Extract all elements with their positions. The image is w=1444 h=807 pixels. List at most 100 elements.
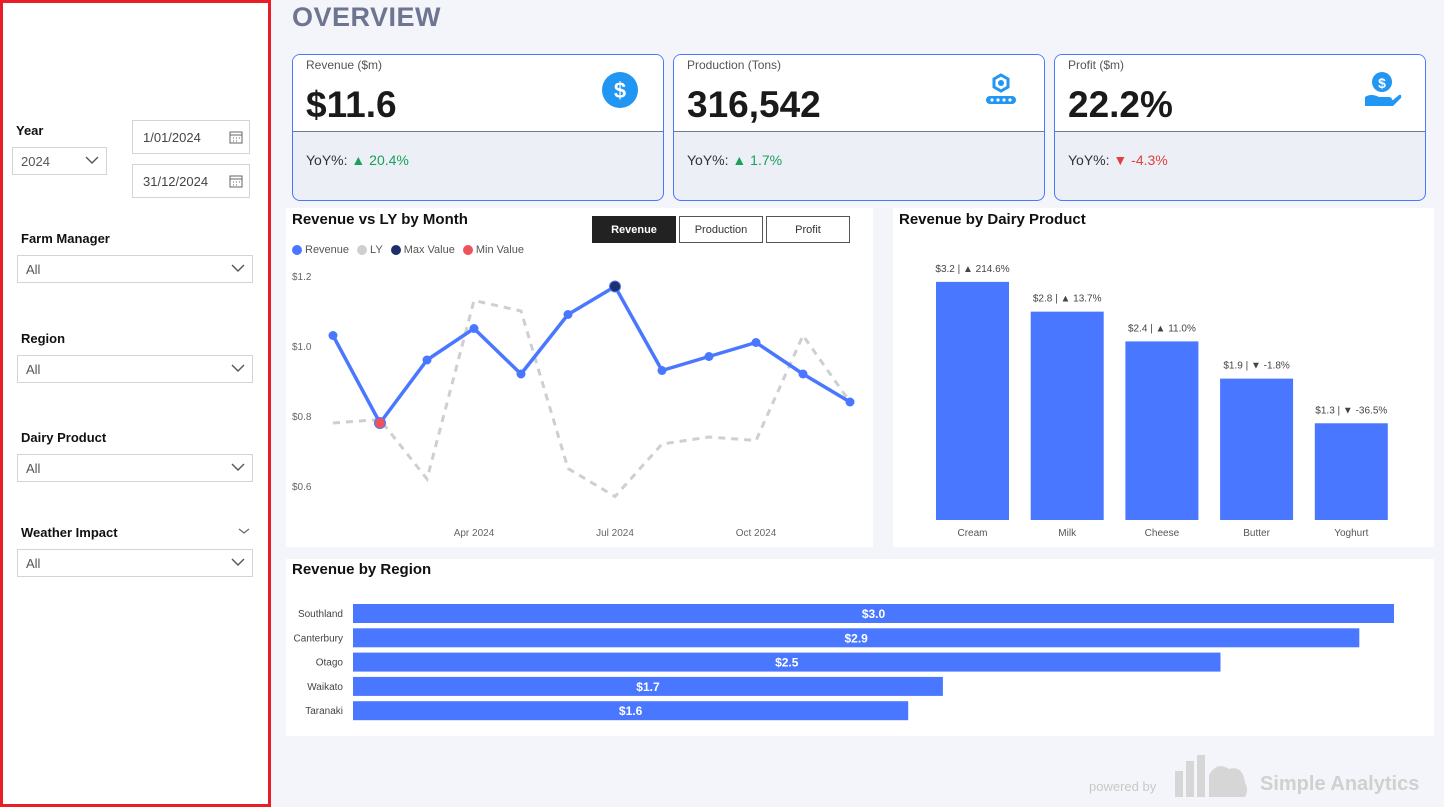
revenue-point: [469, 324, 479, 333]
category-label: Milk: [1058, 528, 1077, 539]
region-value-label: $1.6: [619, 704, 643, 718]
kpi-card-revenue[interactable]: Revenue ($m) $11.6 $ YoY%: ▲ 20.4%: [292, 54, 664, 201]
farm-manager-dropdown[interactable]: All: [17, 255, 253, 283]
kpi-yoy: YoY%: ▼ -4.3%: [1068, 152, 1168, 168]
kpi-label: Production (Tons): [687, 58, 782, 72]
y-tick-label: $1.0: [292, 342, 312, 353]
up-arrow-icon: ▲: [351, 152, 366, 168]
region-value-label: $2.5: [775, 656, 799, 670]
region-value-label: $1.7: [636, 680, 660, 694]
legend-item-revenue[interactable]: Revenue: [292, 244, 349, 256]
x-tick-label: Jul 2024: [596, 528, 634, 539]
region-value-label: $3.0: [862, 607, 886, 621]
start-date-input[interactable]: 1/01/2024: [132, 120, 250, 154]
bar-data-label: $2.4 | ▲ 11.0%: [1128, 323, 1196, 334]
collapse-chevron-icon[interactable]: [237, 526, 251, 536]
region-label: Taranaki: [305, 706, 343, 717]
region-bar: [353, 652, 1221, 672]
tab-revenue[interactable]: Revenue: [592, 216, 676, 243]
year-value: 2024: [21, 154, 50, 169]
revenue-point: [751, 338, 761, 347]
weather-impact-value: All: [26, 556, 41, 571]
ly-series-line: [332, 298, 852, 499]
bar-data-label: $3.2 | ▲ 214.6%: [935, 264, 1009, 275]
legend-label: LY: [370, 244, 383, 256]
kpi-header: Profit ($m) 22.2% $: [1055, 55, 1425, 132]
powered-by-text: powered by: [1089, 779, 1157, 794]
kpi-label: Revenue ($m): [306, 58, 383, 72]
dairy-product-dropdown[interactable]: All: [17, 454, 253, 482]
revenue-point: [798, 369, 808, 379]
calendar-icon[interactable]: [229, 130, 243, 144]
legend-item-max[interactable]: Max Value: [390, 244, 455, 256]
kpi-value: 22.2%: [1068, 84, 1173, 125]
yoy-value: 1.7%: [750, 152, 783, 168]
kpi-card-production[interactable]: Production (Tons) 316,542 YoY%: ▲ 1.7%: [673, 54, 1045, 201]
kpi-header: Production (Tons) 316,542: [674, 55, 1044, 132]
product-bar: [1030, 311, 1104, 520]
calendar-icon[interactable]: [229, 174, 243, 188]
bar-data-label: $1.3 | ▼ -36.5%: [1315, 405, 1387, 416]
farm-manager-value: All: [26, 262, 41, 277]
yoy-label: YoY%:: [1068, 152, 1110, 168]
product-bar: [936, 281, 1009, 520]
legend-item-min[interactable]: Min Value: [462, 244, 524, 256]
legend-item-ly[interactable]: LY: [357, 244, 383, 256]
category-label: Butter: [1243, 528, 1270, 539]
product-bar-chart[interactable]: $3.2 | ▲ 214.6% Cream $2.8 | ▲ 13.7% Milk $2…: [893, 240, 1434, 547]
kpi-yoy: YoY%: ▲ 20.4%: [306, 152, 409, 168]
yoy-value: -4.3%: [1131, 152, 1168, 168]
revenue-point: [563, 310, 573, 319]
up-arrow-icon: ▲: [732, 152, 747, 168]
tab-production[interactable]: Production: [679, 216, 763, 243]
svg-text:$: $: [1378, 75, 1386, 91]
end-date-input[interactable]: 31/12/2024: [132, 164, 250, 198]
kpi-label: Profit ($m): [1068, 58, 1125, 72]
region-dropdown[interactable]: All: [17, 355, 253, 383]
region-bar: [353, 701, 909, 721]
line-chart-panel: [286, 208, 873, 547]
brand-logo: [1175, 755, 1247, 797]
line-chart[interactable]: $0.6 $0.8 $1.0 $1.2 Apr 2024 Jul 2024 Oct 2024: [286, 260, 873, 547]
weather-impact-dropdown[interactable]: All: [17, 549, 253, 577]
region-value-label: $2.9: [844, 631, 868, 645]
kpi-yoy: YoY%: ▲ 1.7%: [687, 152, 782, 168]
region-label: Southland: [298, 609, 343, 620]
category-label: Yoghurt: [1334, 528, 1368, 539]
line-chart-legend: Revenue LY Max Value Min Value: [292, 244, 524, 256]
region-label: Waikato: [307, 682, 343, 693]
farm-manager-label: Farm Manager: [21, 231, 110, 246]
kpi-header: Revenue ($m) $11.6 $: [293, 55, 663, 132]
product-chart-title: Revenue by Dairy Product: [899, 211, 1086, 228]
chevron-down-icon: [231, 463, 245, 471]
yoy-value: 20.4%: [369, 152, 409, 168]
revenue-point: [704, 352, 714, 361]
region-bar-chart[interactable]: Southland $3.0 Canterbury $2.9 Otago $2.5 Waik…: [286, 595, 1434, 730]
kpi-card-profit[interactable]: Profit ($m) 22.2% $ YoY%: ▼ -4.3%: [1054, 54, 1426, 201]
region-label: Otago: [316, 658, 344, 669]
region-bar: [353, 604, 1394, 623]
min-value-point: [374, 417, 386, 429]
year-filter-label: Year: [16, 123, 44, 138]
conveyor-icon: [986, 73, 1016, 104]
chevron-down-icon: [231, 264, 245, 272]
page-title: OVERVIEW: [292, 2, 442, 32]
product-bar: [1220, 378, 1294, 520]
revenue-point: [845, 397, 855, 407]
year-dropdown[interactable]: 2024: [12, 147, 107, 175]
region-bar: [353, 676, 943, 696]
region-filter-label: Region: [21, 331, 66, 346]
legend-label: Min Value: [475, 244, 524, 256]
x-tick-label: Apr 2024: [454, 528, 495, 539]
kpi-value: 316,542: [687, 84, 821, 125]
yoy-label: YoY%:: [687, 152, 729, 168]
revenue-series-line: [331, 284, 851, 425]
chevron-down-icon: [231, 558, 245, 566]
dairy-product-value: All: [26, 461, 41, 476]
revenue-point: [516, 369, 526, 379]
dairy-product-filter-label: Dairy Product: [21, 430, 107, 445]
end-date-value: 31/12/2024: [143, 174, 209, 189]
tab-profit[interactable]: Profit: [766, 216, 850, 243]
category-label: Cream: [957, 528, 987, 539]
chevron-down-icon: [85, 156, 99, 164]
